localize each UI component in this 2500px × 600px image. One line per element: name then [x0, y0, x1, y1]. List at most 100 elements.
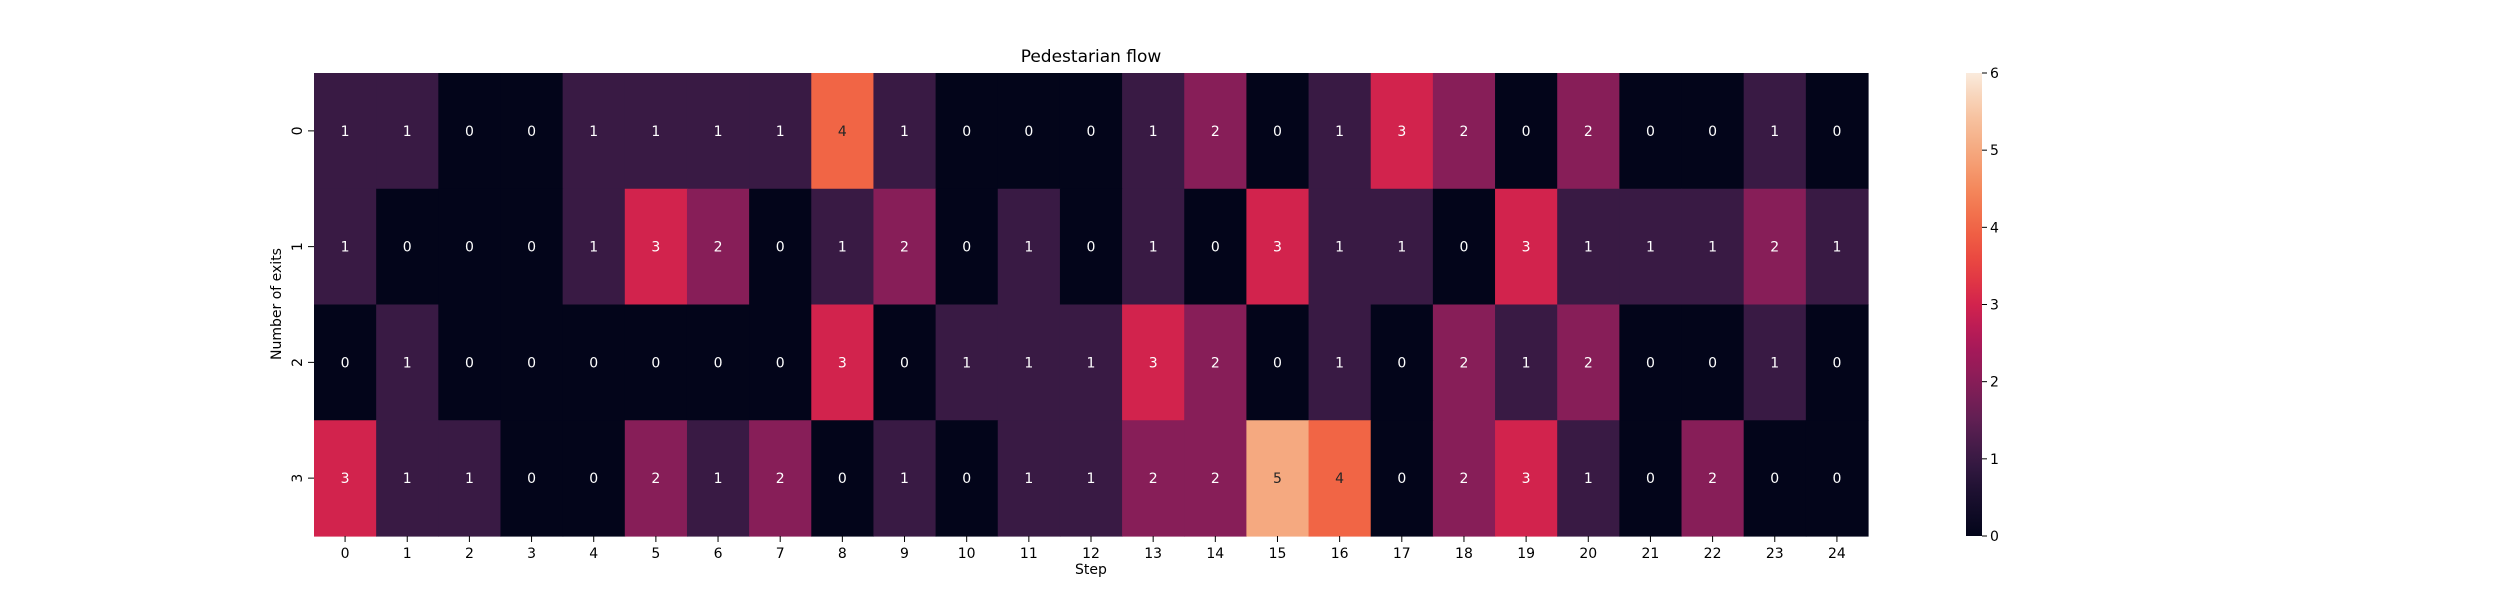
heatmap-cell	[686, 188, 750, 306]
heatmap-cell	[500, 304, 564, 421]
cell-value-label: 0	[527, 240, 536, 256]
colorbar-tick-label: 4	[1990, 220, 1999, 236]
cell-value-label: 2	[1770, 240, 1779, 256]
cell-value-label: 0	[1397, 355, 1406, 371]
cell-value-label: 0	[1459, 240, 1468, 256]
cell-value-label: 3	[1522, 240, 1531, 256]
heatmap-cell	[749, 304, 812, 421]
y-tick-label: 1	[290, 242, 306, 251]
heatmap-cell	[1059, 304, 1123, 421]
cell-value-label: 0	[589, 355, 598, 371]
heatmap-cell	[997, 304, 1061, 421]
cell-value-label: 0	[962, 240, 971, 256]
cell-value-label: 0	[776, 240, 785, 256]
cell-value-label: 1	[341, 124, 350, 140]
x-tick-label: 23	[1766, 546, 1784, 562]
heatmap-cell	[1557, 304, 1620, 421]
heatmap-cell	[873, 420, 937, 537]
y-tick-label: 0	[290, 126, 306, 135]
cell-value-label: 1	[776, 124, 785, 140]
cell-value-label: 2	[1211, 471, 1220, 487]
heatmap-cell	[686, 73, 750, 190]
cell-value-label: 0	[1273, 124, 1282, 140]
cell-value-label: 3	[838, 355, 847, 371]
heatmap-cell	[1805, 420, 1869, 537]
heatmap-cell	[1308, 188, 1372, 306]
x-tick-label: 3	[527, 546, 536, 562]
cell-value-label: 0	[527, 471, 536, 487]
cell-value-label: 0	[1832, 471, 1841, 487]
x-tick-label: 0	[341, 546, 350, 562]
colorbar-ticks: 0 1 2 3 4 5 6	[1982, 66, 1999, 545]
x-tick-label: 14	[1206, 546, 1224, 562]
x-tick-label: 18	[1455, 546, 1473, 562]
cell-value-label: 5	[1273, 471, 1282, 487]
heatmap-cell	[1122, 420, 1185, 537]
heatmap-cell	[314, 73, 377, 190]
y-axis: 0 1 2 3	[290, 126, 314, 483]
cell-value-label: 1	[1024, 471, 1033, 487]
heatmap-cell	[438, 188, 502, 306]
heatmap-cell	[997, 188, 1061, 306]
cell-value-label: 0	[1087, 124, 1096, 140]
x-tick-label: 12	[1082, 546, 1100, 562]
heatmap-cell	[1432, 420, 1496, 537]
cell-value-label: 1	[341, 240, 350, 256]
cell-value-label: 4	[1335, 471, 1344, 487]
cell-value-label: 2	[900, 240, 909, 256]
cell-value-label: 0	[465, 124, 474, 140]
cell-value-label: 1	[1584, 240, 1593, 256]
x-tick-label: 19	[1517, 546, 1535, 562]
heatmap-cell	[1805, 188, 1869, 306]
heatmap-cell	[1557, 73, 1620, 190]
cell-value-label: 0	[1646, 471, 1655, 487]
heatmap-cell	[1681, 188, 1745, 306]
cell-value-label: 0	[1397, 471, 1406, 487]
cell-value-label: 0	[1087, 240, 1096, 256]
heatmap-cell	[376, 304, 439, 421]
chart-title: Pedestarian flow	[1021, 47, 1162, 67]
x-tick-label: 5	[651, 546, 660, 562]
cell-value-label: 2	[1459, 124, 1468, 140]
x-tick-label: 15	[1269, 546, 1287, 562]
heatmap-cell	[1495, 73, 1558, 190]
heatmap-cell	[1246, 188, 1310, 306]
cell-value-label: 0	[589, 471, 598, 487]
cell-value-label: 1	[714, 471, 723, 487]
heatmap-cell	[1432, 188, 1496, 306]
cell-value-label: 0	[962, 471, 971, 487]
cell-value-label: 3	[1522, 471, 1531, 487]
heatmap-cell	[314, 304, 377, 421]
cell-value-label: 1	[651, 124, 660, 140]
heatmap-cell	[686, 304, 750, 421]
cell-value-label: 1	[1087, 471, 1096, 487]
cell-value-label: 1	[1335, 124, 1344, 140]
cell-value-label: 1	[962, 355, 971, 371]
x-axis: 0 1 2 3 4 5 6 7 8 9 10 11 12 13 14 15 16 17 18 19 20 21 22 23 24	[341, 536, 1846, 562]
colorbar-tick-label: 2	[1990, 375, 1999, 391]
cell-value-label: 1	[1149, 240, 1158, 256]
cell-value-label: 0	[838, 471, 847, 487]
cell-value-label: 3	[1397, 124, 1406, 140]
x-tick-label: 9	[900, 546, 909, 562]
heatmap-cell	[811, 420, 875, 537]
heatmap-cell	[438, 304, 502, 421]
heatmap-cell	[562, 73, 626, 190]
x-tick-label: 24	[1828, 546, 1846, 562]
cell-value-label: 1	[1335, 355, 1344, 371]
cell-value-label: 1	[714, 124, 723, 140]
y-axis-label: Number of exits	[269, 248, 285, 360]
cell-value-label: 1	[465, 471, 474, 487]
heatmap-cell	[1619, 304, 1683, 421]
heatmap-cell	[438, 420, 502, 537]
y-tick-label: 2	[290, 358, 306, 367]
colorbar-tick-label: 5	[1990, 143, 1999, 159]
cell-value-label: 2	[1211, 124, 1220, 140]
cell-value-label: 2	[651, 471, 660, 487]
heatmap-cell	[1059, 73, 1123, 190]
cell-value-label: 0	[1522, 124, 1531, 140]
heatmap-cell	[1370, 73, 1434, 190]
heatmap-cell	[562, 420, 626, 537]
heatmap-cell	[376, 188, 439, 306]
cell-value-label: 0	[527, 124, 536, 140]
